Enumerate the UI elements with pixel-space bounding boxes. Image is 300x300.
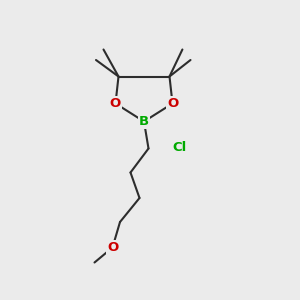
Text: B: B	[139, 115, 149, 128]
Text: O: O	[167, 97, 178, 110]
Text: Cl: Cl	[172, 141, 187, 154]
Text: O: O	[107, 241, 118, 254]
Text: O: O	[110, 97, 121, 110]
